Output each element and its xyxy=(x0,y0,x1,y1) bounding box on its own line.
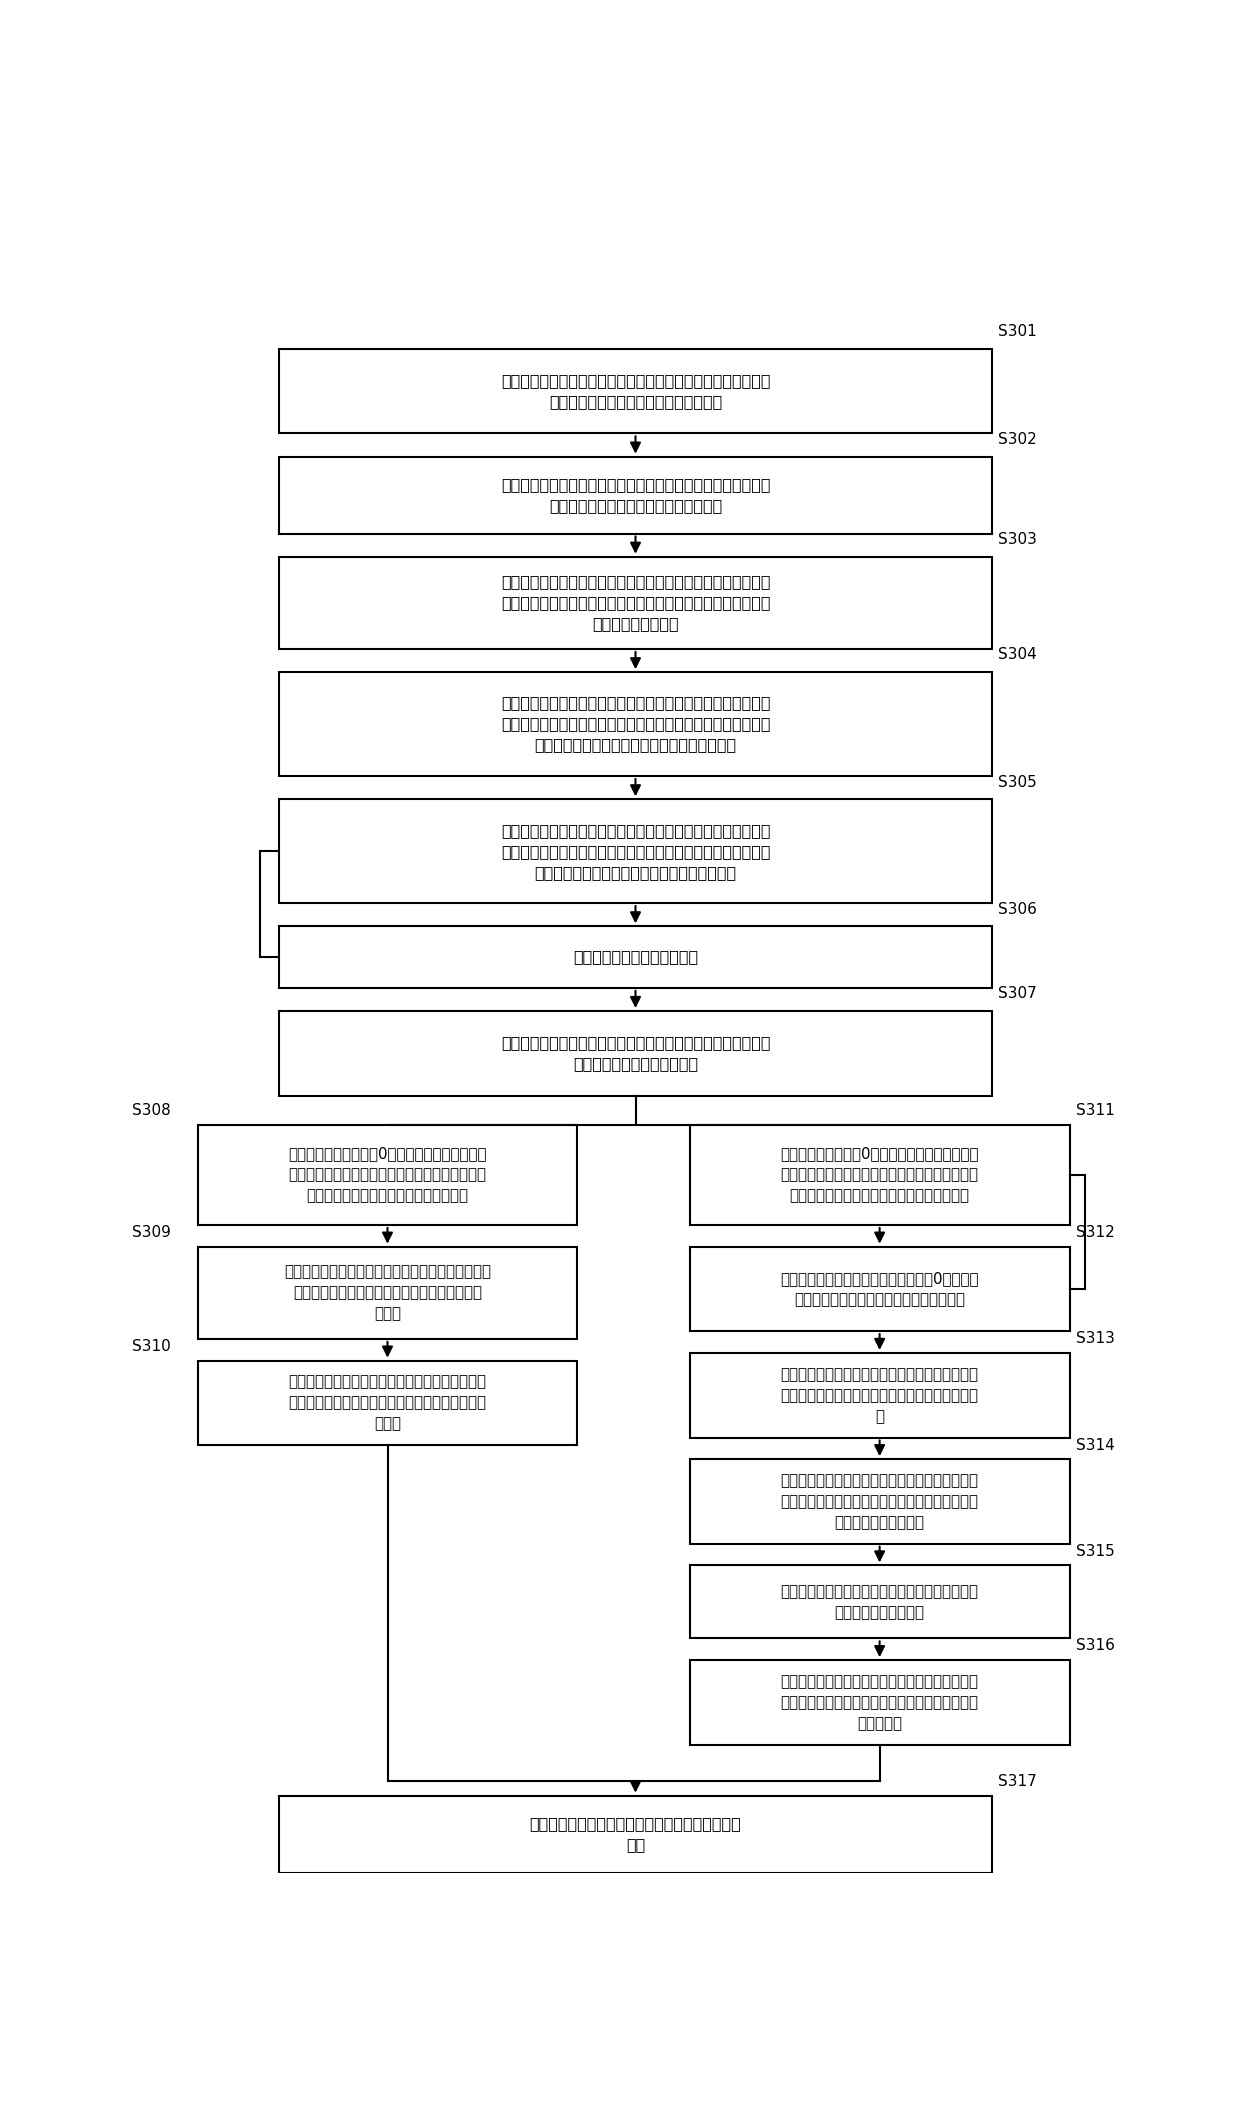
Text: S314: S314 xyxy=(1076,1437,1115,1452)
Bar xyxy=(197,1361,578,1445)
Text: S309: S309 xyxy=(131,1225,171,1239)
Bar xyxy=(689,1246,1069,1332)
Text: 向投后管理终端发送所述付款通知书，基于所述付款通知书完成
所述待清算产品是否正常清算的确认操作: 向投后管理终端发送所述付款通知书，基于所述付款通知书完成 所述待清算产品是否正常… xyxy=(501,478,770,513)
Text: S306: S306 xyxy=(998,903,1037,917)
Bar xyxy=(279,926,992,989)
Text: 当获取到所述投后管理终端发送的所述待清算产品为正常清算的
确认指令时，根据所述确认指令向基金会计终端发送托管户划款
指示信息的制作消息: 当获取到所述投后管理终端发送的所述待清算产品为正常清算的 确认指令时，根据所述确… xyxy=(501,574,770,631)
Bar xyxy=(689,1353,1069,1437)
Text: S305: S305 xyxy=(998,774,1037,789)
Bar xyxy=(197,1126,578,1225)
Text: S302: S302 xyxy=(998,431,1037,446)
Text: 将所述销户申请发送至账户组终端，获取所述账户组终端根据所
述销户申请返回的委贷户余额: 将所述销户申请发送至账户组终端，获取所述账户组终端根据所 述销户申请返回的委贷户… xyxy=(501,1035,770,1071)
Text: 获取所述基金会计终端根据所述制作消息返回的清算资料，根据
所述清算资料批量导出托管户划款指示信息，将所述托管户划款
指示信息发送至所述基金会计终端执行提交操作: 获取所述基金会计终端根据所述制作消息返回的清算资料，根据 所述清算资料批量导出托… xyxy=(501,696,770,753)
Text: S307: S307 xyxy=(998,987,1037,1002)
Text: S303: S303 xyxy=(998,532,1037,547)
Text: 当获取到所述基金会计终端发送的所述托管户余额
划款指示信息的提交指令时，将托管户余额划转至
余额归属人: 当获取到所述基金会计终端发送的所述托管户余额 划款指示信息的提交指令时，将托管户… xyxy=(781,1675,978,1732)
Text: S312: S312 xyxy=(1076,1225,1115,1239)
Bar xyxy=(279,671,992,776)
Text: 根据所述委贷户信息生成委贷户余额划款指示信息，
并将所述委贷户余额划款指示信息发送至基金会
计终端: 根据所述委贷户信息生成委贷户余额划款指示信息， 并将所述委贷户余额划款指示信息发… xyxy=(284,1265,491,1321)
Text: S311: S311 xyxy=(1076,1102,1115,1119)
Bar xyxy=(689,1660,1069,1744)
Text: S317: S317 xyxy=(998,1774,1037,1788)
Bar xyxy=(689,1458,1069,1544)
Text: 若所述委贷户余额不为0时，向业务终端发送委贷
户余额划款指示信息的制作消息，并获取所述业务
终端根据所述制作消息返回的委贷户信息: 若所述委贷户余额不为0时，向业务终端发送委贷 户余额划款指示信息的制作消息，并获… xyxy=(288,1147,487,1203)
Text: 将所述托管户余额划款指示信息发送至所述业务终
端，执行对所述托管户余额划款指示信息的核对操
作: 将所述托管户余额划款指示信息发送至所述业务终 端，执行对所述托管户余额划款指示信… xyxy=(781,1368,978,1424)
Text: S310: S310 xyxy=(131,1338,171,1355)
Bar xyxy=(689,1565,1069,1639)
Text: S315: S315 xyxy=(1076,1544,1115,1559)
Text: 当获取到所述基金会计终端发送的所述委贷户余额
划款指示信息的提交指令时，将委贷户余额划转至
托管户: 当获取到所述基金会计终端发送的所述委贷户余额 划款指示信息的提交指令时，将委贷户… xyxy=(289,1374,486,1431)
Text: 若所述托管户信息中的托管户余额不为0，根据所
述托管户信息生成托管户余额划款指示信息: 若所述托管户信息中的托管户余额不为0，根据所 述托管户信息生成托管户余额划款指示… xyxy=(780,1271,978,1307)
Text: 获取销户凭证，根据所述销户凭证执行销户与清算
操作: 获取销户凭证，根据所述销户凭证执行销户与清算 操作 xyxy=(529,1816,742,1852)
Text: S301: S301 xyxy=(998,324,1037,339)
Text: S316: S316 xyxy=(1076,1639,1115,1654)
Text: 接收业务终端发送的销户申请: 接收业务终端发送的销户申请 xyxy=(573,949,698,964)
Text: 向业务终端发送待清算的产品清单，获取所述业务终端根据所述
产品清单返回的待清算产品的付款通知书: 向业务终端发送待清算的产品清单，获取所述业务终端根据所述 产品清单返回的待清算产… xyxy=(501,372,770,408)
Bar xyxy=(279,558,992,648)
Text: 在完成复核操作后，将所述托管户余额划款指示信
息发送至基金会计终端: 在完成复核操作后，将所述托管户余额划款指示信 息发送至基金会计终端 xyxy=(781,1584,978,1620)
Text: 当获取到所述基金会计终端发送的所述托管户划款指示信息的提
交指令时，将所述托管户划款指示信息提交至托管行以完成支付
，并获取所述基金会计终端发送的产品清算报告: 当获取到所述基金会计终端发送的所述托管户划款指示信息的提 交指令时，将所述托管户… xyxy=(501,823,770,879)
Text: 若所述委贷户余额为0，向基金会计终端发送托管
户余额划款指示信息的制作消息，并获取所述基金
会计终端根据所述制作消息返回的托管户信息: 若所述委贷户余额为0，向基金会计终端发送托管 户余额划款指示信息的制作消息，并获… xyxy=(780,1147,978,1203)
Bar xyxy=(279,457,992,534)
Bar xyxy=(279,800,992,903)
Bar xyxy=(279,1010,992,1096)
Bar xyxy=(689,1126,1069,1225)
Text: S304: S304 xyxy=(998,648,1037,663)
Bar xyxy=(279,349,992,433)
Bar xyxy=(197,1246,578,1338)
Bar xyxy=(279,1795,992,1873)
Text: S313: S313 xyxy=(1076,1332,1115,1347)
Text: 在完成核对操作后，将所述托管户余额划款指示信
息发送至投后管理终端，执行对所述托管户余额划
款指示信息的复核操作: 在完成核对操作后，将所述托管户余额划款指示信 息发送至投后管理终端，执行对所述托… xyxy=(781,1473,978,1530)
Text: S308: S308 xyxy=(131,1102,171,1119)
